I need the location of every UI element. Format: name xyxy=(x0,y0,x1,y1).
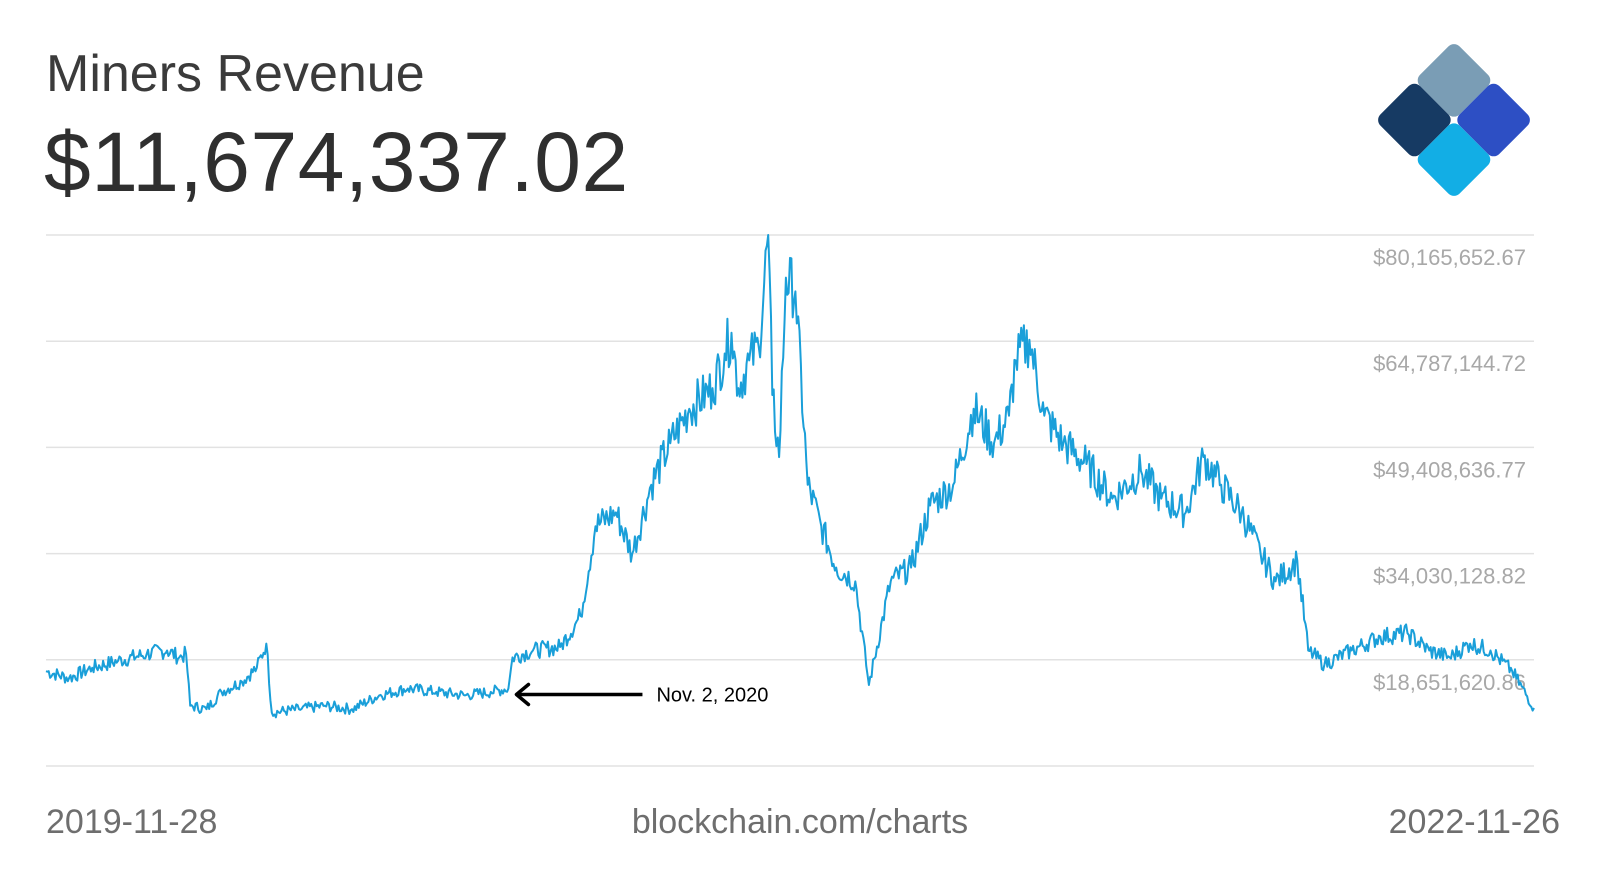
y-tick-label: $80,165,652.67 xyxy=(1373,245,1526,270)
x-axis-start-date: 2019-11-28 xyxy=(46,803,218,841)
y-tick-label: $18,651,620.86 xyxy=(1373,670,1526,695)
revenue-series-line xyxy=(45,234,1535,719)
logo-top-square xyxy=(1417,44,1491,117)
annotation-arrow-head xyxy=(514,682,531,707)
logo-left-square xyxy=(1378,83,1451,157)
annotation: Nov. 2, 2020 xyxy=(514,682,768,707)
y-tick-label: $64,787,144.72 xyxy=(1373,351,1526,376)
grid-lines xyxy=(46,234,1534,767)
chart-title: Miners Revenue xyxy=(46,45,425,103)
blockchain-diamond-logo-icon xyxy=(1378,44,1530,196)
y-tick-label: $49,408,636.77 xyxy=(1373,457,1526,482)
x-axis-end-date: 2022-11-26 xyxy=(1388,803,1560,841)
source-link[interactable]: blockchain.com/charts xyxy=(631,803,969,841)
annotation-label: Nov. 2, 2020 xyxy=(656,684,768,706)
current-value: $11,674,337.02 xyxy=(44,115,629,209)
y-tick-label: $34,030,128.82 xyxy=(1373,564,1526,589)
logo-right-square xyxy=(1457,83,1530,157)
logo-bottom-square xyxy=(1417,123,1491,196)
y-axis-tick-labels: $80,165,652.67 $64,787,144.72 $49,408,636.… xyxy=(1373,245,1526,695)
